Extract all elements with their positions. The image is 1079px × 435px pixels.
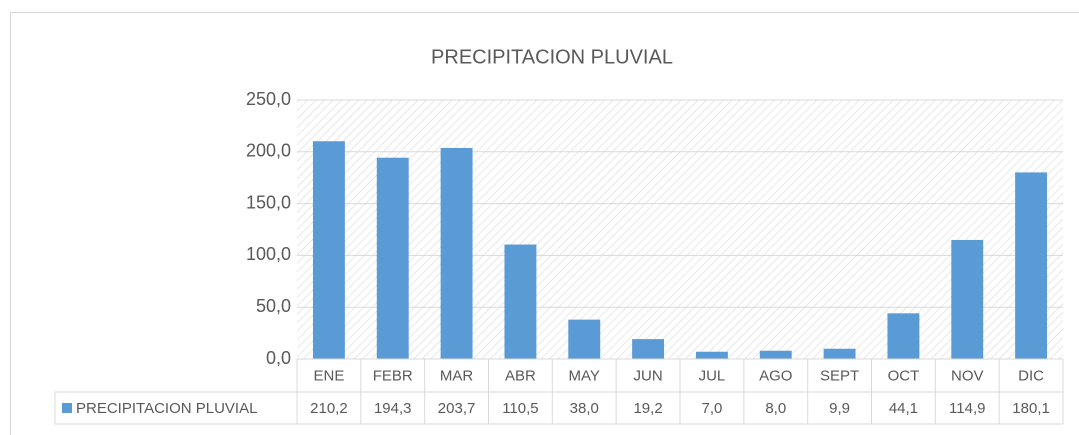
x-tick-label: DIC — [1018, 367, 1044, 384]
bar — [823, 348, 856, 359]
table-value: 210,2 — [310, 400, 348, 417]
y-tick-label: 0,0 — [266, 348, 291, 368]
legend-swatch — [62, 403, 72, 413]
table-value: 110,5 — [502, 400, 538, 417]
bar — [759, 350, 792, 359]
y-tick-label: 250,0 — [246, 89, 291, 109]
x-tick-label: JUL — [699, 367, 726, 384]
y-tick-label: 100,0 — [246, 244, 291, 264]
bar — [504, 244, 537, 359]
table-value: 19,2 — [633, 400, 662, 417]
bar — [695, 351, 728, 359]
x-tick-label: AGO — [759, 367, 792, 384]
bar — [1015, 172, 1048, 359]
bar — [312, 141, 345, 359]
legend-label: PRECIPITACION PLUVIAL — [76, 400, 257, 417]
table-value: 114,9 — [949, 400, 985, 417]
plot-area — [297, 100, 1063, 359]
table-value: 8,0 — [765, 400, 786, 417]
x-tick-label: MAR — [440, 367, 474, 384]
x-tick-label: ENE — [313, 367, 344, 384]
bar — [568, 319, 601, 359]
x-tick-label: JUN — [633, 367, 662, 384]
table-value: 9,9 — [829, 400, 850, 417]
x-tick-label: MAY — [569, 367, 600, 384]
table-value: 44,1 — [889, 400, 918, 417]
bar — [951, 239, 984, 359]
x-tick-label: ABR — [505, 367, 536, 384]
table-value: 7,0 — [701, 400, 722, 417]
table-value: 180,1 — [1012, 400, 1050, 417]
table-value: 38,0 — [570, 400, 599, 417]
y-tick-label: 150,0 — [246, 192, 291, 212]
bar — [887, 313, 920, 359]
bar — [440, 147, 473, 359]
table-value: 194,3 — [374, 400, 412, 417]
table-value: 203,7 — [438, 400, 476, 417]
chart-title: PRECIPITACION PLUVIAL — [431, 46, 673, 68]
x-tick-label: FEBR — [373, 367, 413, 384]
y-tick-label: 200,0 — [246, 141, 291, 161]
y-tick-label: 50,0 — [256, 296, 291, 316]
x-tick-label: OCT — [888, 367, 920, 384]
x-tick-label: SEPT — [820, 367, 859, 384]
bar — [632, 339, 665, 359]
bar — [376, 157, 409, 359]
x-tick-label: NOV — [951, 367, 984, 384]
